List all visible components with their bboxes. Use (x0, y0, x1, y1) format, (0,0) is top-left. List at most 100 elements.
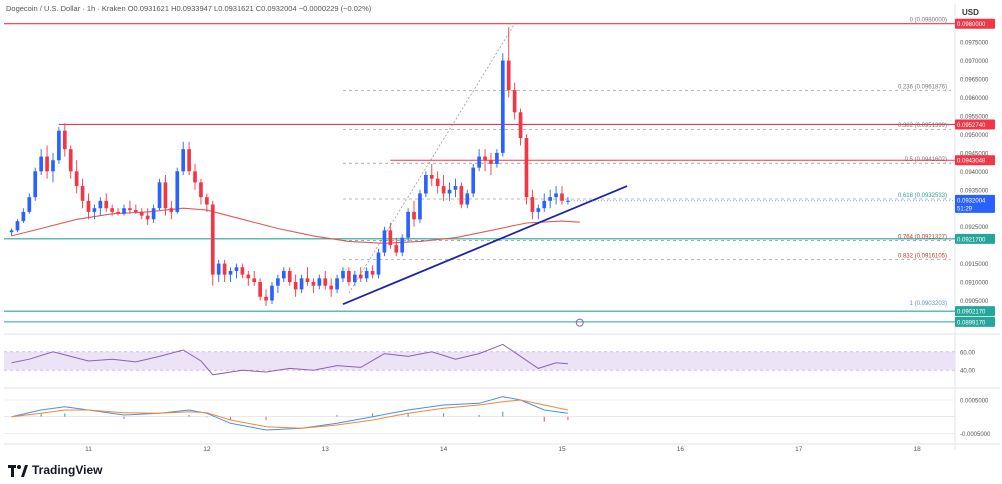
bar-countdown-label: 51:29 (957, 206, 973, 212)
price-tag-bg (955, 119, 995, 130)
candle-body (376, 252, 381, 275)
candle-body (68, 149, 73, 172)
candle-body (122, 208, 126, 214)
candle-body (74, 171, 79, 187)
candle-body (305, 278, 310, 283)
candle-body (518, 112, 523, 139)
current-price-label: 0.0932004 (957, 198, 986, 204)
tradingview-logo-text: TradingView (32, 463, 103, 477)
x-tick-label: 11 (85, 446, 92, 453)
candle-body (287, 270, 292, 283)
candle-body (264, 296, 268, 301)
fib-level-label: 0.764 (0.0921327) (898, 234, 947, 240)
candle-body (524, 138, 529, 198)
x-tick-label: 17 (795, 446, 803, 453)
price-tag-bg (955, 18, 995, 29)
candle-body (554, 193, 558, 198)
x-tick-label: 13 (322, 446, 330, 453)
tradingview-logo[interactable]: TradingView (8, 463, 102, 477)
price-tag-label: 0.0943048 (957, 159, 986, 165)
fib-diagonal-line (348, 23, 515, 294)
candle-body (128, 208, 132, 211)
candle-body (222, 263, 227, 275)
candle-body (477, 156, 481, 168)
candle-body (33, 171, 38, 198)
candle-body (453, 186, 458, 190)
candle-body (51, 160, 55, 172)
y-tick-label: 0.0925000 (960, 225, 989, 231)
candle-body (62, 130, 67, 150)
price-tag-label: 0.0899170 (957, 320, 986, 326)
price-tag-bg (955, 316, 995, 327)
fib-level-label: 0 (0.0980000) (910, 18, 947, 24)
candle-body (98, 200, 103, 209)
candle-body (86, 200, 91, 212)
candle-body (566, 200, 570, 202)
candle-body (27, 197, 32, 212)
candle-body (394, 245, 399, 253)
candle-body (495, 152, 499, 164)
candle-body (418, 193, 422, 220)
candle-body (240, 267, 245, 275)
y-tick-label: 0.0910000 (960, 281, 989, 287)
candle-body (424, 175, 428, 194)
candle-body (187, 149, 191, 172)
rsi-line (11, 343, 568, 376)
candle-body (145, 215, 150, 220)
price-tag-bg (955, 306, 995, 317)
candle-body (228, 270, 233, 275)
candle-body (465, 193, 470, 205)
macd-line (11, 396, 568, 431)
y-tick-label: 0.0915000 (960, 262, 989, 268)
price-tag-label: 0.0902170 (957, 310, 986, 316)
candle-body (489, 160, 493, 164)
candle-body (447, 189, 452, 194)
candle-body (388, 230, 393, 246)
candle-body (530, 197, 535, 212)
candle-body (335, 278, 339, 290)
candle-body (246, 274, 251, 279)
candle-body (429, 175, 434, 179)
event-marker-icon[interactable] (575, 318, 584, 327)
candle-body (270, 285, 274, 301)
candle-body (110, 208, 115, 212)
y-tick-label: 0.0905000 (960, 299, 989, 305)
candle-body (370, 270, 375, 275)
candle-body (471, 167, 476, 194)
candle-body (548, 197, 552, 201)
fib-level-label: 0.382 (0.0951399) (898, 123, 947, 129)
x-tick-label: 15 (558, 446, 566, 453)
candle-body (210, 204, 215, 275)
candle-body (205, 197, 209, 205)
candle-body (252, 278, 257, 283)
macd-level-label: 0.0005000 (960, 399, 989, 405)
candle-body (323, 278, 328, 286)
price-tag-label: 0.0980000 (957, 22, 986, 28)
y-tick-label: 0.0935000 (960, 188, 989, 194)
candle-body (45, 156, 49, 172)
candle-body (358, 274, 363, 279)
candle-body (364, 270, 369, 279)
candle-body (560, 193, 564, 201)
candle-body (175, 171, 180, 212)
tradingview-logo-icon (8, 464, 28, 477)
moving-average-line (11, 207, 580, 244)
candle-body (39, 156, 43, 172)
candle-body (341, 270, 345, 279)
candle-body (21, 211, 26, 222)
candle-body (329, 285, 333, 290)
candle-body (181, 149, 186, 172)
candle-body (311, 282, 316, 286)
candle-body (506, 60, 511, 91)
y-tick-label: 0.0965000 (960, 78, 989, 84)
candle-body (293, 282, 298, 290)
y-tick-label: 0.0950000 (960, 133, 989, 139)
candle-body (276, 278, 280, 286)
candle-body (151, 208, 156, 220)
y-tick-label: 0.0970000 (960, 59, 989, 65)
candle-body (92, 208, 97, 212)
candle-body (299, 278, 304, 290)
candle-body (406, 211, 410, 238)
candle-body (382, 230, 387, 253)
